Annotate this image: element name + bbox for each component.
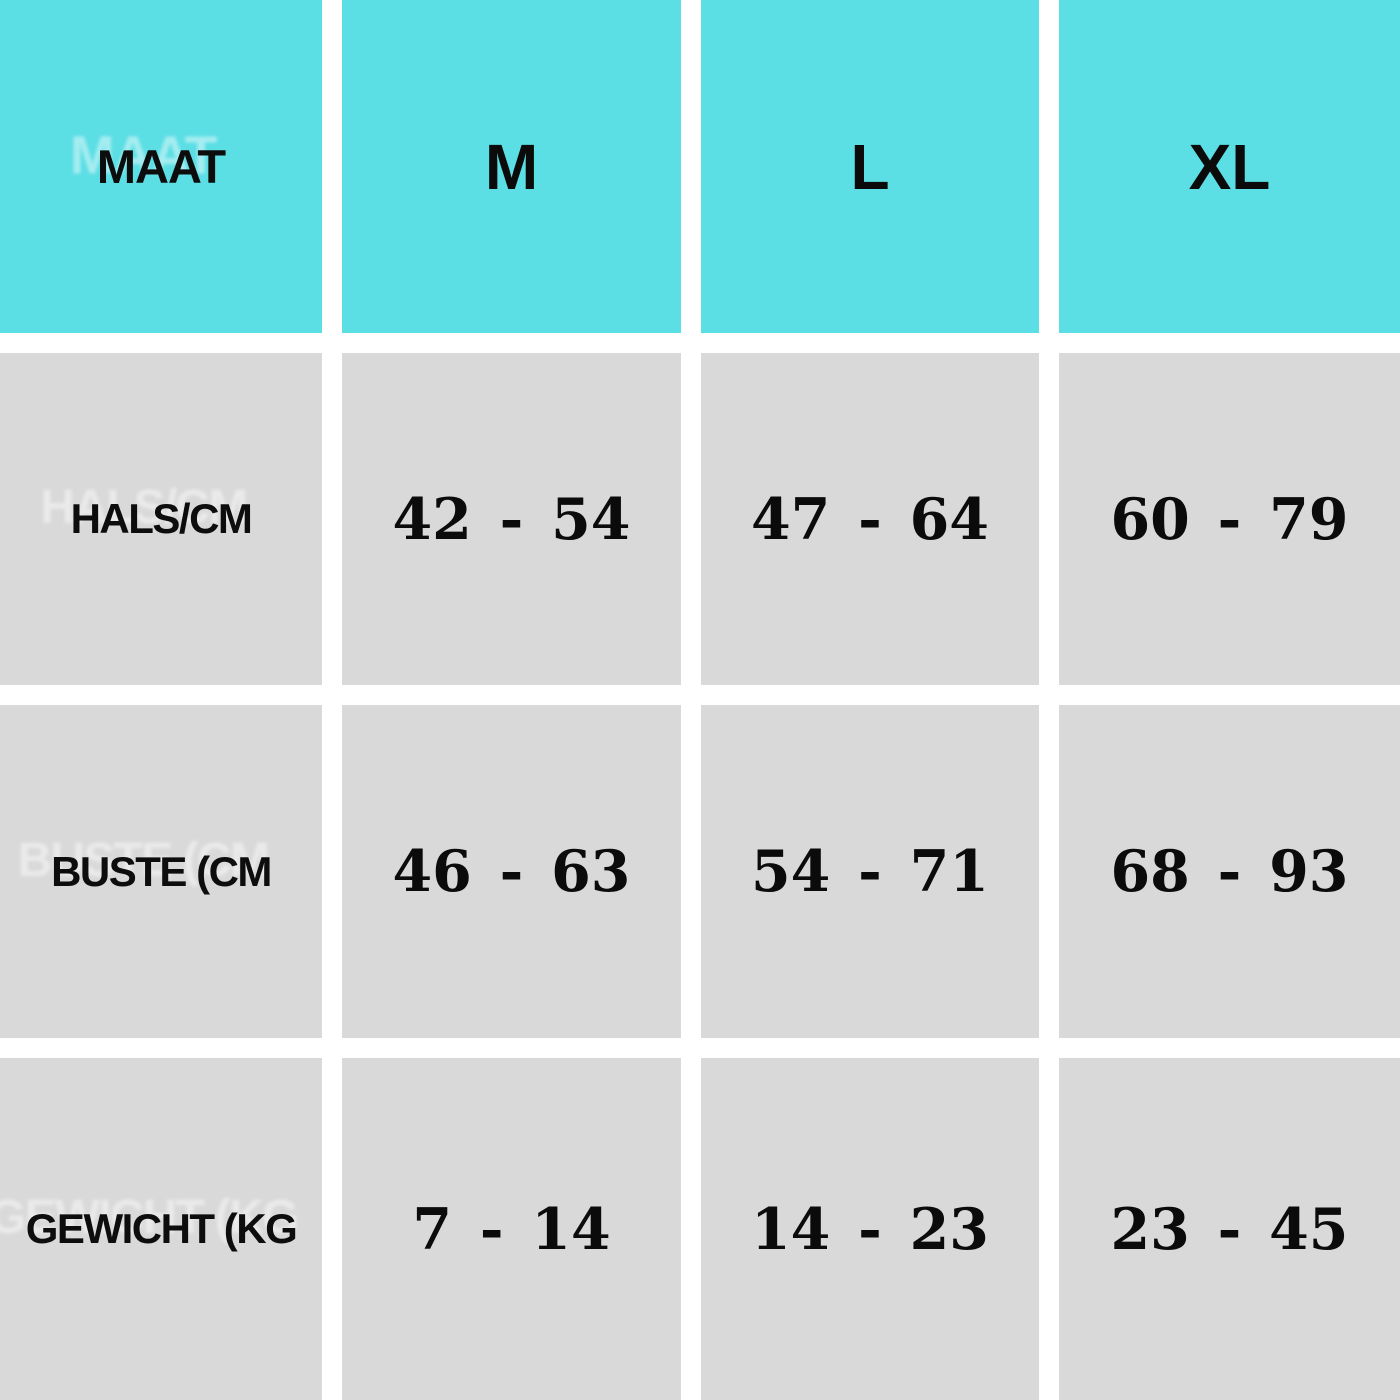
- row-buste-label: BUSTE (CM: [51, 847, 272, 895]
- value-cell-hals-m: 42 - 54: [342, 353, 681, 685]
- row-hals-label: HALS/CM: [70, 495, 253, 542]
- buste-xl-value: 68 - 93: [1110, 838, 1349, 905]
- size-m-label: M: [484, 130, 539, 203]
- hals-m-value: 42 - 54: [392, 485, 631, 553]
- buste-m-value: 46 - 63: [392, 838, 631, 905]
- header-cell-size-m: M: [342, 0, 681, 333]
- gewicht-l-value: 14 - 23: [751, 1195, 989, 1263]
- value-cell-buste-m: 46 - 63: [342, 705, 681, 1038]
- size-xl-label: XL: [1188, 130, 1271, 203]
- buste-l-value: 54 - 71: [751, 838, 989, 905]
- row-label-cell-buste: BUSTE (CM BUSTE (CM: [0, 705, 322, 1038]
- value-cell-buste-xl: 68 - 93: [1059, 705, 1400, 1038]
- value-cell-gewicht-l: 14 - 23: [701, 1058, 1039, 1400]
- header-maat-label: MAAT: [96, 140, 226, 193]
- row-label-cell-gewicht: GEWICHT (KG GEWICHT (KG: [0, 1058, 322, 1400]
- value-cell-hals-l: 47 - 64: [701, 353, 1039, 685]
- row-label-cell-hals: HALS/CM HALS/CM: [0, 353, 322, 685]
- gewicht-m-value: 7 - 14: [412, 1195, 611, 1263]
- size-l-label: L: [850, 130, 890, 203]
- value-cell-hals-xl: 60 - 79: [1059, 353, 1400, 685]
- value-cell-gewicht-m: 7 - 14: [342, 1058, 681, 1400]
- hals-l-value: 47 - 64: [751, 485, 989, 553]
- hals-xl-value: 60 - 79: [1110, 485, 1349, 553]
- row-gewicht-label: GEWICHT (KG: [25, 1205, 298, 1252]
- value-cell-gewicht-xl: 23 - 45: [1059, 1058, 1400, 1400]
- header-cell-size-xl: XL: [1059, 0, 1400, 333]
- header-cell-size-l: L: [701, 0, 1039, 333]
- header-cell-maat: MAAT MAAT: [0, 0, 322, 333]
- value-cell-buste-l: 54 - 71: [701, 705, 1039, 1038]
- gewicht-xl-value: 23 - 45: [1110, 1195, 1349, 1263]
